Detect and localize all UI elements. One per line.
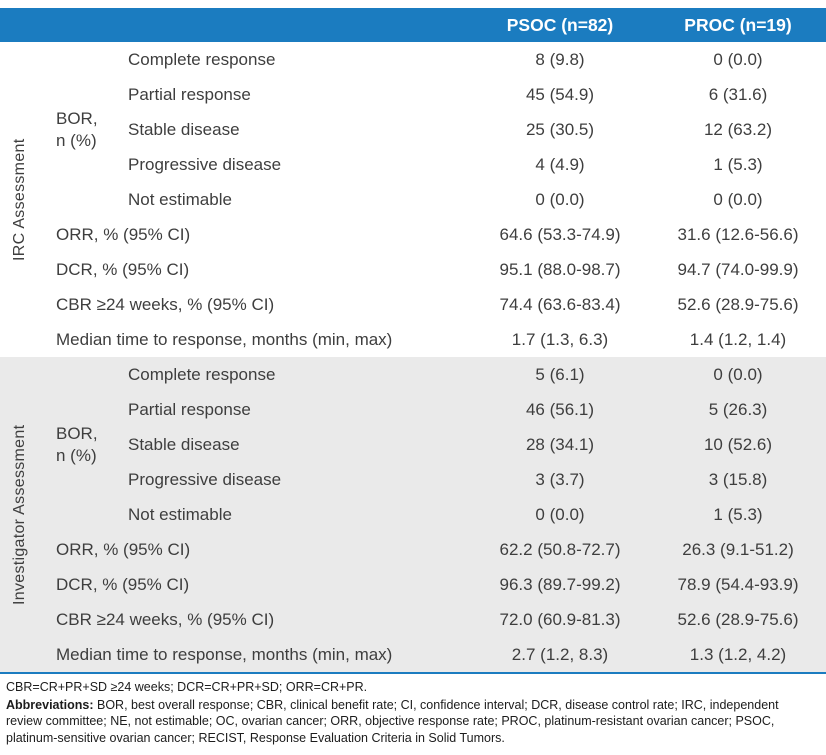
row-label-dcr: DCR, % (95% CI) [56,574,190,594]
row-label-complete-response: Complete response [128,49,276,69]
row-label-not-estimable: Not estimable [128,504,232,524]
irc-assessment-section: IRC Assessment BOR, n (%) Complete respo… [0,42,826,357]
bor-label-line2: n (%) [56,445,97,465]
footnotes: CBR=CR+PR+SD ≥24 weeks; DCR=CR+PR+SD; OR… [0,674,826,750]
row-label-orr: ORR, % (95% CI) [56,224,191,244]
proc-value: 52.6 (28.9-75.6) [677,294,799,314]
psoc-value: 1.7 (1.3, 6.3) [511,329,609,349]
psoc-value: 0 (0.0) [535,504,585,524]
psoc-value: 2.7 (1.2, 8.3) [511,644,609,664]
psoc-value: 3 (3.7) [535,469,585,489]
psoc-value: 4 (4.9) [535,154,585,174]
bor-group-label: BOR, n (%) [40,357,128,532]
footnote-definitions: CBR=CR+PR+SD ≥24 weeks; DCR=CR+PR+SD; OR… [6,680,368,694]
proc-value: 3 (15.8) [708,469,768,489]
row-label-stable-disease: Stable disease [128,119,240,139]
row-label-cbr: CBR ≥24 weeks, % (95% CI) [56,609,275,629]
proc-value: 94.7 (74.0-99.9) [677,259,799,279]
abbreviations-text: BOR, best overall response; CBR, clinica… [6,697,779,745]
psoc-value: 95.1 (88.0-98.7) [499,259,621,279]
column-header-proc: PROC (n=19) [684,14,792,35]
proc-value: 6 (31.6) [708,84,768,104]
bor-group-label: BOR, n (%) [40,42,128,217]
proc-value: 78.9 (54.4-93.9) [677,574,799,594]
proc-value: 31.6 (12.6-56.6) [677,224,799,244]
psoc-value: 72.0 (60.9-81.3) [499,609,621,629]
proc-value: 26.3 (9.1-51.2) [682,539,794,559]
investigator-assessment-section: Investigator Assessment BOR, n (%) Compl… [0,357,826,672]
irc-assessment-vertical-label: IRC Assessment [11,138,28,261]
proc-value: 0 (0.0) [713,49,763,69]
proc-value: 1.3 (1.2, 4.2) [689,644,787,664]
row-label-progressive-disease: Progressive disease [128,154,282,174]
row-label-partial-response: Partial response [128,84,251,104]
proc-value: 5 (26.3) [708,399,768,419]
proc-value: 0 (0.0) [713,189,763,209]
bor-label-line1: BOR, [56,109,98,129]
psoc-value: 28 (34.1) [525,434,595,454]
psoc-value: 5 (6.1) [535,364,585,384]
bor-label-line2: n (%) [56,130,97,150]
psoc-value: 96.3 (89.7-99.2) [499,574,621,594]
footnote-abbreviations: Abbreviations: BOR, best overall respons… [6,697,818,747]
row-label-cbr: CBR ≥24 weeks, % (95% CI) [56,294,275,314]
header-spacer [0,8,470,42]
psoc-value: 0 (0.0) [535,189,585,209]
proc-value: 1 (5.3) [713,154,763,174]
table-bottom-rule [0,672,826,674]
psoc-value: 74.4 (63.6-83.4) [499,294,621,314]
psoc-value: 8 (9.8) [535,49,585,69]
proc-value: 52.6 (28.9-75.6) [677,609,799,629]
psoc-value: 64.6 (53.3-74.9) [499,224,621,244]
proc-value: 10 (52.6) [703,434,773,454]
row-label-complete-response: Complete response [128,364,276,384]
abbreviations-label: Abbreviations: [6,697,94,712]
table-header-row: PSOC (n=82) PROC (n=19) [0,8,826,42]
proc-value: 1.4 (1.2, 1.4) [689,329,787,349]
column-header-psoc: PSOC (n=82) [506,14,614,35]
row-label-not-estimable: Not estimable [128,189,232,209]
psoc-value: 45 (54.9) [525,84,595,104]
row-label-median-time: Median time to response, months (min, ma… [56,644,393,664]
row-label-median-time: Median time to response, months (min, ma… [56,329,393,349]
proc-value: 12 (63.2) [703,119,773,139]
row-label-progressive-disease: Progressive disease [128,469,282,489]
row-label-stable-disease: Stable disease [128,434,240,454]
row-label-partial-response: Partial response [128,399,251,419]
psoc-value: 46 (56.1) [525,399,595,419]
row-label-dcr: DCR, % (95% CI) [56,259,190,279]
investigator-assessment-vertical-label: Investigator Assessment [11,424,28,605]
psoc-value: 25 (30.5) [525,119,595,139]
psoc-value: 62.2 (50.8-72.7) [499,539,621,559]
proc-value: 0 (0.0) [713,364,763,384]
proc-value: 1 (5.3) [713,504,763,524]
row-label-orr: ORR, % (95% CI) [56,539,191,559]
bor-label-line1: BOR, [56,424,98,444]
